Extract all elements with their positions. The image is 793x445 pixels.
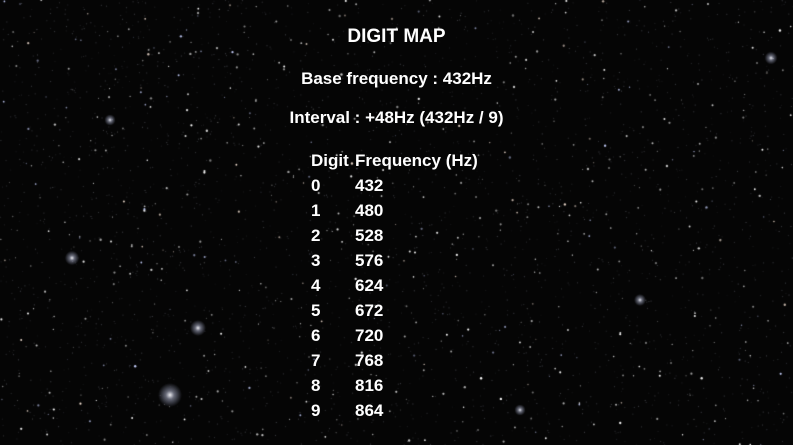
interval-text: Interval : +48Hz (432Hz / 9) [289,108,504,127]
digit-cell: 4 [311,276,321,295]
digit-cell: 2 [311,226,321,245]
table-header-row: Digit Frequency (Hz) [309,148,480,173]
table-row: 3 576 [309,248,480,273]
digit-cell: 7 [311,351,321,370]
base-frequency-text: Base frequency : 432Hz [301,69,492,88]
digit-cell: 3 [311,251,321,270]
digit-frequency-table: Digit Frequency (Hz) 0 432 1 480 2 528 3… [309,148,480,423]
table-row: 1 480 [309,198,480,223]
digit-cell: 5 [311,301,321,320]
digit-cell: 1 [311,201,321,220]
table-row: 2 528 [309,223,480,248]
table-row: 8 816 [309,373,480,398]
frequency-cell: 864 [355,401,384,420]
table-row: 0 432 [309,173,480,198]
frequency-cell: 672 [355,301,384,320]
frequency-cell: 432 [355,176,384,195]
table-row: 4 624 [309,273,480,298]
page-title: DIGIT MAP [347,26,446,47]
table-row: 5 672 [309,298,480,323]
table-row: 9 864 [309,398,480,423]
frequency-cell: 528 [355,226,384,245]
table-row: 6 720 [309,323,480,348]
frequency-column-header: Frequency (Hz) [355,151,478,170]
digit-cell: 6 [311,326,321,345]
digit-cell: 8 [311,376,321,395]
frequency-cell: 816 [355,376,384,395]
digit-cell: 0 [311,176,321,195]
frequency-cell: 768 [355,351,384,370]
frequency-cell: 480 [355,201,384,220]
digit-cell: 9 [311,401,321,420]
frequency-cell: 624 [355,276,384,295]
table-row: 7 768 [309,348,480,373]
digit-column-header: Digit [311,151,349,170]
frequency-cell: 720 [355,326,384,345]
frequency-cell: 576 [355,251,384,270]
